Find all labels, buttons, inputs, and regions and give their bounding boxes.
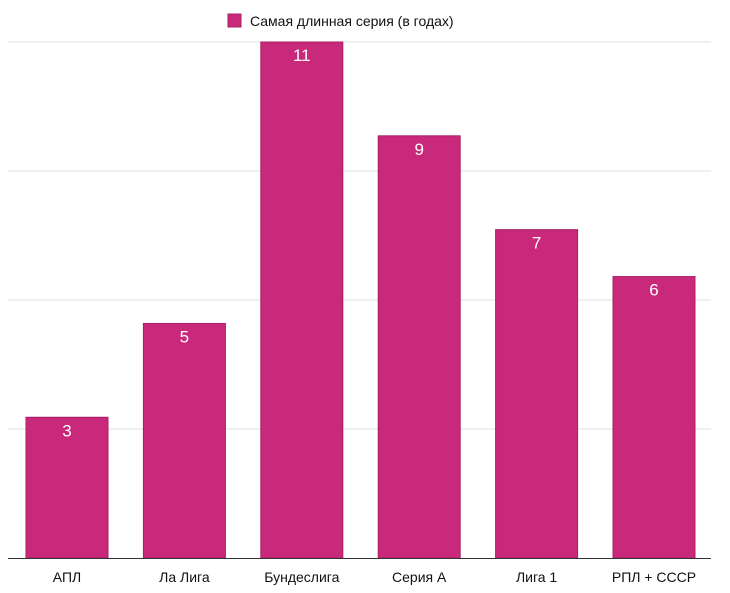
bars: 3 5 11 9 7 6 [25, 41, 696, 559]
legend-label[interactable]: Самая длинная серия (в годах) [250, 13, 454, 29]
x-axis-tick-labels: АПЛ Ла Лига Бундеслига Серия А Лига 1 РПЛ + С… [53, 569, 696, 585]
data-label-0: 3 [62, 421, 71, 440]
bar-2[interactable] [260, 41, 344, 559]
bar-5[interactable] [612, 276, 696, 559]
legend: Самая длинная серия (в годах) [227, 13, 454, 29]
x-tick-label-4: Лига 1 [516, 569, 557, 585]
data-label-2: 11 [293, 46, 311, 65]
legend-swatch[interactable] [227, 13, 242, 28]
x-tick-label-3: Серия А [392, 569, 447, 585]
gridlines [8, 41, 711, 430]
data-label-3: 9 [414, 140, 423, 159]
x-tick-label-5: РПЛ + СССР [612, 569, 696, 585]
bar-4[interactable] [495, 229, 579, 559]
x-tick-label-1: Ла Лига [159, 569, 210, 585]
bar-1[interactable] [142, 322, 226, 559]
x-tick-label-0: АПЛ [53, 569, 81, 585]
data-label-4: 7 [532, 234, 541, 253]
bar-3[interactable] [377, 135, 461, 559]
data-label-1: 5 [180, 327, 189, 346]
data-label-5: 6 [649, 281, 658, 300]
x-tick-label-2: Бундеслига [264, 569, 339, 585]
bar-0[interactable] [25, 416, 109, 559]
